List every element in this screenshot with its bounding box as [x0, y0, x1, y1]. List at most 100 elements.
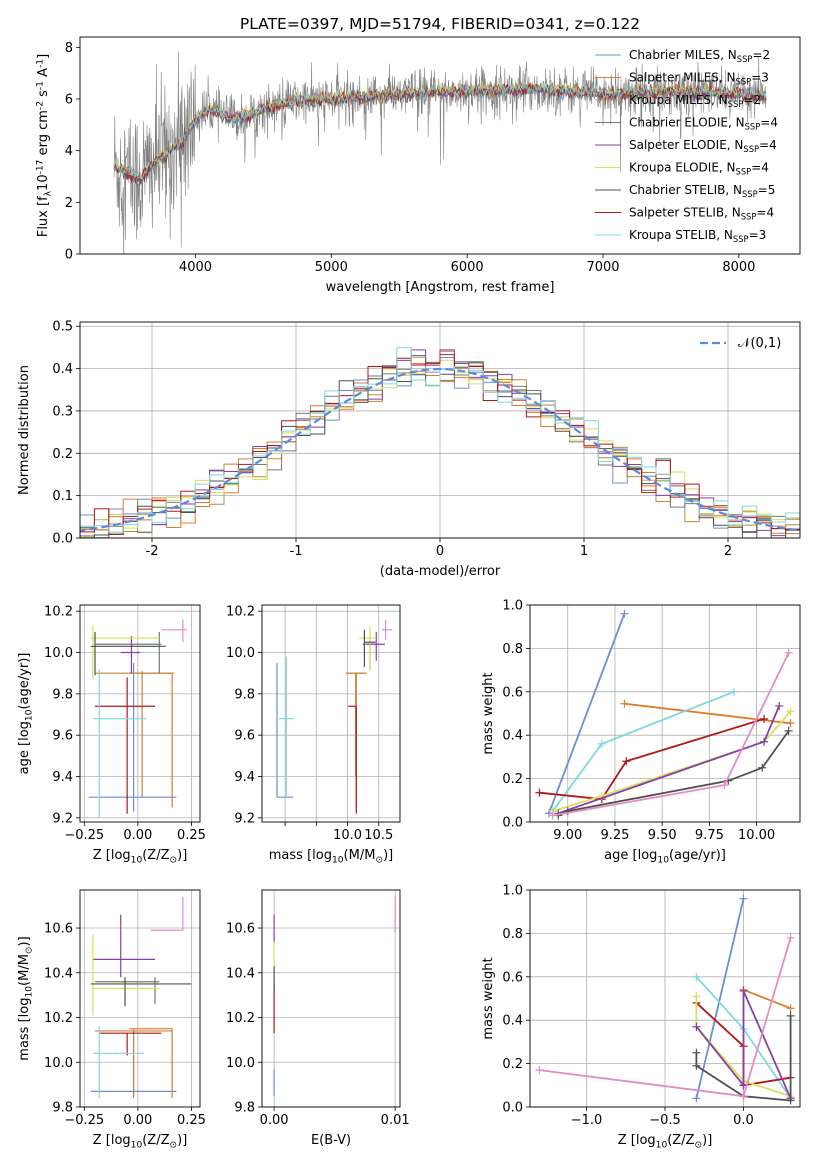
plot-area-mass_vs_ebv — [273, 896, 396, 1096]
y-tick-label: 0.1 — [52, 489, 73, 504]
y-tick-label: 10.4 — [226, 966, 255, 981]
panel-mass_vs_Z: −0.25 0.00 0.25 9.8 10.0 10.2 10.4 10.6 Z [log10… — [17, 889, 206, 1150]
plot-area-mass_vs_Z — [90, 896, 192, 1099]
legend-entry: Salpeter ELODIE, NSSP=4 — [629, 138, 777, 154]
x-tick-label: 10.00 — [738, 828, 775, 843]
plot-area-weight_vs_age — [535, 609, 795, 820]
residual-histogram — [80, 347, 800, 537]
x-axis-label: Z [log10(Z/Z⊙)] — [93, 848, 188, 865]
x-tick-label: 0.00 — [123, 828, 152, 843]
y-tick-label: 10.0 — [44, 646, 73, 661]
legend-entry: Kroupa ELODIE, NSSP=4 — [629, 161, 769, 177]
x-tick-label: 4000 — [179, 260, 212, 275]
y-tick-label: 9.4 — [234, 770, 255, 785]
y-axis-label: Normed distribution — [17, 365, 32, 495]
axes-frame — [529, 604, 801, 823]
x-tick-label: 6000 — [451, 260, 484, 275]
weight-line — [558, 705, 781, 815]
x-tick-label: 9.25 — [600, 828, 629, 843]
legend-entry: Kroupa STELIB, NSSP=3 — [629, 228, 766, 244]
y-tick-label: 0.8 — [502, 642, 523, 657]
y-tick-label: 4 — [65, 144, 73, 159]
x-tick-label: 0.00 — [123, 1113, 152, 1128]
y-tick-label: 10.2 — [226, 1011, 255, 1026]
x-tick-label: 2 — [724, 544, 732, 559]
y-tick-label: 9.4 — [52, 770, 73, 785]
x-tick-label: −0.5 — [649, 1113, 681, 1128]
weight-line — [548, 613, 626, 814]
plot-area-residuals — [80, 347, 800, 538]
axes-frame — [79, 36, 801, 255]
y-tick-label: 9.8 — [52, 687, 73, 702]
figure-title: PLATE=0397, MJD=51794, FIBERID=0341, z=0… — [240, 15, 640, 33]
weight-line — [539, 718, 765, 801]
weight-line — [695, 898, 745, 1099]
x-tick-label: 0.0 — [733, 1113, 754, 1128]
x-axis-label: (data-model)/error — [380, 564, 501, 579]
y-tick-label: 0 — [65, 248, 73, 263]
residual-histogram — [80, 354, 800, 538]
legend-entry: 𝒩(0,1) — [738, 336, 781, 351]
x-tick-label: 0.25 — [177, 828, 206, 843]
panel-mass_vs_ebv: 0.00 0.01 9.8 10.0 10.2 10.4 10.6 E(B-V) — [226, 889, 410, 1148]
y-tick-label: 10.0 — [44, 1056, 73, 1071]
panel-weight_vs_Z: −1.0 −0.5 0.0 0.0 0.2 0.4 0.6 0.8 1.0 Z [log10(Z/… — [481, 884, 801, 1150]
x-axis-label: Z [log10(Z/Z⊙)] — [93, 1133, 188, 1150]
x-tick-label: −0.25 — [64, 828, 104, 843]
x-tick-label: 9.50 — [648, 828, 677, 843]
weight-line — [624, 702, 791, 725]
x-tick-label: 0.25 — [177, 1113, 206, 1128]
plot-area-weight_vs_Z — [535, 894, 795, 1105]
y-tick-label: 9.2 — [234, 811, 255, 826]
legend-entry: Chabrier ELODIE, NSSP=4 — [629, 116, 778, 132]
x-tick-label: -1 — [290, 544, 303, 559]
weight-line — [743, 988, 791, 1010]
y-tick-label: 0.0 — [502, 816, 523, 831]
y-tick-label: 0.2 — [52, 447, 73, 462]
y-axis-label: Flux [fλ10-17 erg cm-2 s-1 A-1] — [35, 54, 53, 237]
y-tick-label: 0.8 — [502, 927, 523, 942]
y-tick-label: 9.6 — [52, 729, 73, 744]
y-tick-label: 0.3 — [52, 404, 73, 419]
x-tick-label: −1.0 — [571, 1113, 603, 1128]
y-tick-label: 10.2 — [44, 605, 73, 620]
x-tick-label: 8000 — [722, 260, 755, 275]
y-tick-label: 0.4 — [502, 729, 523, 744]
y-tick-label: 0.4 — [52, 362, 73, 377]
plot-area-age_vs_mass — [276, 619, 393, 814]
weight-line — [695, 996, 791, 1098]
model-spectrum — [113, 82, 767, 184]
x-axis-label: mass [log10(M/M⊙)] — [269, 848, 393, 865]
panel-spectrum: 4000 5000 6000 7000 8000 0 2 4 6 8 wavelength [Ang… — [35, 36, 801, 295]
panel-age_vs_Z: −0.25 0.00 0.25 9.2 9.4 9.6 9.8 10.0 10.2 Z [log1… — [17, 604, 206, 865]
y-tick-label: 9.2 — [52, 811, 73, 826]
y-tick-label: 10.0 — [226, 646, 255, 661]
y-axis-label: mass weight — [481, 672, 496, 754]
y-tick-label: 0.2 — [502, 1057, 523, 1072]
x-tick-label: −0.25 — [64, 1113, 104, 1128]
axes-frame — [261, 604, 401, 823]
legend-entry: Chabrier MILES, NSSP=2 — [629, 48, 770, 64]
y-tick-label: 0.0 — [52, 532, 73, 547]
plot-area-age_vs_Z — [88, 619, 188, 818]
x-tick-label: 0.00 — [260, 1113, 289, 1128]
x-axis-label: E(B-V) — [311, 1133, 351, 1148]
x-axis-label: age [log10(age/yr)] — [604, 848, 726, 865]
x-tick-label: 9.75 — [695, 828, 724, 843]
axes-frame — [261, 889, 401, 1108]
panel-weight_vs_age: 9.00 9.25 9.50 9.75 10.00 0.0 0.2 0.4 0.6 0.8 1.0 a… — [481, 599, 801, 865]
plot-area-spectrum — [113, 51, 767, 254]
weight-line — [552, 710, 792, 812]
axes-frame — [79, 604, 201, 823]
y-tick-label: 0.4 — [502, 1014, 523, 1029]
y-tick-label: 9.6 — [234, 729, 255, 744]
gaussian-curve — [80, 367, 800, 532]
x-tick-label: 10.5 — [364, 828, 393, 843]
x-tick-label: -2 — [146, 544, 159, 559]
weight-line — [551, 690, 735, 812]
axes-frame — [79, 889, 201, 1108]
y-tick-label: 10.6 — [226, 922, 255, 937]
y-tick-label: 0.5 — [52, 320, 73, 335]
